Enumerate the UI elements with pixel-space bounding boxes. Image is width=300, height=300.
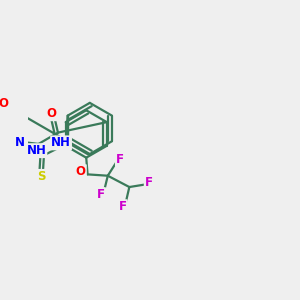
Text: S: S xyxy=(38,170,46,183)
Text: NH: NH xyxy=(26,144,46,157)
Text: F: F xyxy=(97,188,105,201)
Text: F: F xyxy=(118,200,127,213)
Text: F: F xyxy=(116,153,124,166)
Text: O: O xyxy=(46,107,56,120)
Text: F: F xyxy=(145,176,153,190)
Text: NH: NH xyxy=(51,136,71,149)
Text: O: O xyxy=(0,97,9,110)
Text: N: N xyxy=(15,136,25,149)
Text: O: O xyxy=(76,165,86,178)
